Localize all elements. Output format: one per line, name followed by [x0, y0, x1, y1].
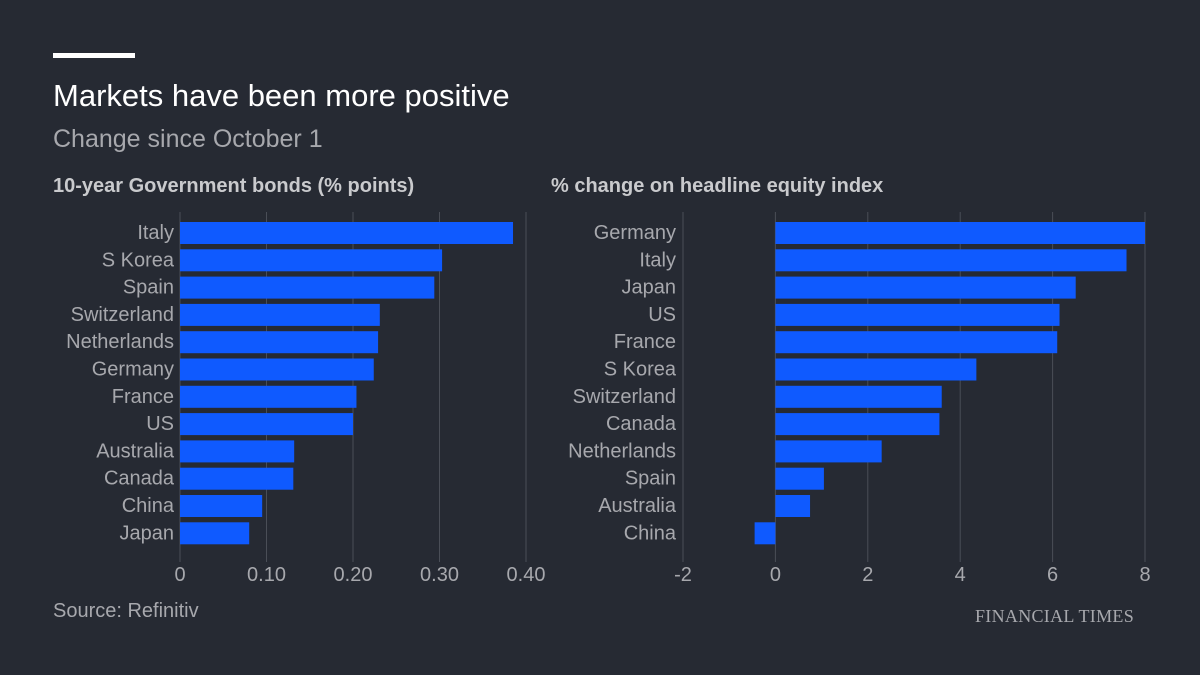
bonds-category-label: S Korea — [102, 249, 175, 271]
bonds-bar — [180, 303, 380, 326]
bonds-bar — [180, 276, 435, 299]
equity-bar — [775, 440, 882, 463]
equity-tick-label: 8 — [1139, 564, 1150, 586]
equity-bar — [775, 467, 824, 490]
bonds-bar — [180, 249, 443, 272]
equity-category-label: S Korea — [604, 359, 677, 381]
equity-tick-label: 4 — [955, 564, 966, 586]
bonds-category-label: Netherlands — [66, 331, 174, 353]
bonds-bar — [180, 222, 514, 244]
chart-title: Markets have been more positive — [53, 78, 510, 113]
bonds-category-label: Canada — [104, 468, 175, 490]
equity-bar — [775, 413, 940, 436]
bonds-bar — [180, 495, 263, 517]
equity-bar — [775, 276, 1076, 299]
equity-category-label: Switzerland — [573, 386, 676, 408]
bonds-bar — [180, 358, 374, 381]
equity-bar — [775, 222, 1145, 244]
equity-category-label: Australia — [598, 495, 677, 517]
equity-panel-title: % change on headline equity index — [551, 175, 884, 197]
header-rule — [53, 53, 135, 58]
bonds-bar — [180, 467, 294, 490]
equity-tick-label: 6 — [1047, 564, 1058, 586]
equity-tick-label: -2 — [674, 564, 692, 586]
equity-category-label: Spain — [625, 468, 676, 490]
equity-bar — [775, 358, 977, 381]
equity-category-label: Germany — [594, 222, 676, 244]
equity-tick-label: 0 — [770, 564, 781, 586]
equity-category-label: Italy — [639, 249, 676, 271]
bonds-category-label: Switzerland — [71, 304, 174, 326]
equity-category-label: Netherlands — [568, 440, 676, 462]
equity-bar — [775, 385, 942, 408]
bonds-tick-label: 0.40 — [507, 564, 546, 586]
equity-category-label: China — [624, 522, 677, 544]
bonds-tick-label: 0 — [174, 564, 185, 586]
equity-bar — [775, 303, 1060, 326]
bonds-panel-title: 10-year Government bonds (% points) — [53, 175, 415, 197]
equity-category-label: France — [614, 331, 676, 353]
chart-subtitle: Change since October 1 — [53, 125, 323, 153]
bonds-bar — [180, 522, 250, 545]
bonds-category-label: Spain — [123, 277, 174, 299]
equity-bar — [775, 249, 1127, 272]
bonds-bar — [180, 385, 357, 408]
bonds-tick-label: 0.30 — [420, 564, 459, 586]
equity-category-label: Canada — [606, 413, 677, 435]
bonds-category-label: Germany — [92, 359, 174, 381]
source-note: Source: Refinitiv — [53, 600, 199, 622]
equity-tick-label: 2 — [862, 564, 873, 586]
ft-logo: FINANCIAL TIMES — [975, 606, 1135, 626]
equity-bar — [754, 522, 776, 545]
bonds-category-label: Australia — [96, 440, 175, 462]
bonds-tick-label: 0.20 — [334, 564, 373, 586]
equity-category-label: Japan — [622, 277, 677, 299]
bonds-bar — [180, 440, 295, 463]
bonds-category-label: Japan — [120, 522, 175, 544]
bonds-tick-label: 0.10 — [247, 564, 286, 586]
bonds-category-label: US — [146, 413, 174, 435]
bonds-bar — [180, 331, 379, 354]
equity-bar — [775, 495, 811, 517]
equity-bar — [775, 331, 1058, 354]
bonds-bar — [180, 413, 353, 436]
bonds-category-label: Italy — [137, 222, 174, 244]
equity-category-label: US — [648, 304, 676, 326]
bonds-category-label: France — [112, 386, 174, 408]
bonds-category-label: China — [122, 495, 175, 517]
